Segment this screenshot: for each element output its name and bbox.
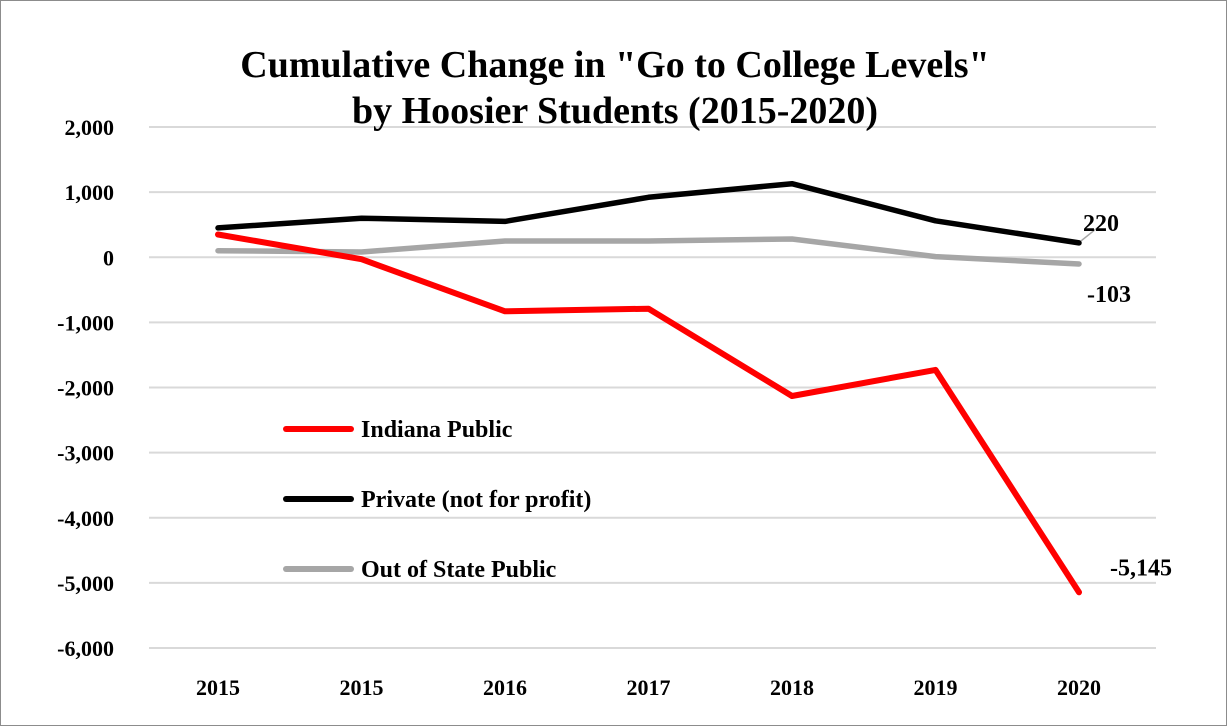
chart-title-line-2: by Hoosier Students (2015-2020): [352, 90, 878, 132]
x-tick-label: 2018: [770, 675, 814, 700]
data-label: -5,145: [1110, 555, 1172, 581]
data-label: -103: [1087, 282, 1131, 308]
y-tick-label: 0: [103, 245, 114, 270]
x-tick-label: 2015: [196, 675, 240, 700]
y-tick-label: 1,000: [65, 180, 115, 205]
series-lines: [215, 180, 1082, 596]
legend-label: Private (not for profit): [361, 487, 591, 513]
y-tick-label: -3,000: [57, 441, 114, 466]
x-tick-label: 2020: [1057, 675, 1101, 700]
legend-label: Indiana Public: [361, 417, 513, 443]
data-labels: 220 -103 -5,145: [1080, 211, 1172, 581]
y-tick-label: -2,000: [57, 376, 114, 401]
data-label: 220: [1083, 211, 1119, 237]
y-tick-label: 2,000: [65, 115, 115, 140]
axis-labels: 2,000 1,000 0 -1,000 -2,000 -3,000 -4,000 -5,00…: [57, 115, 1101, 700]
x-tick-label: 2016: [483, 675, 527, 700]
legend-label: Out of State Public: [361, 557, 557, 583]
y-tick-label: -4,000: [57, 506, 114, 531]
y-tick-label: -5,000: [57, 571, 114, 596]
x-tick-label: 2019: [914, 675, 958, 700]
y-tick-label: -6,000: [57, 636, 114, 661]
series-line-0: [215, 231, 1082, 596]
leader-line: [1080, 224, 1102, 242]
series-line-2: [215, 236, 1082, 267]
gridlines: [149, 126, 1156, 649]
y-tick-label: -1,000: [57, 310, 114, 335]
x-tick-label: 2017: [627, 675, 671, 700]
series-line-1: [215, 180, 1082, 246]
x-tick-label: 2015: [340, 675, 384, 700]
legend: Indiana Public Private (not for profit) Ou…: [283, 417, 591, 583]
chart-title-line-1: Cumulative Change in "Go to College Leve…: [240, 44, 989, 86]
